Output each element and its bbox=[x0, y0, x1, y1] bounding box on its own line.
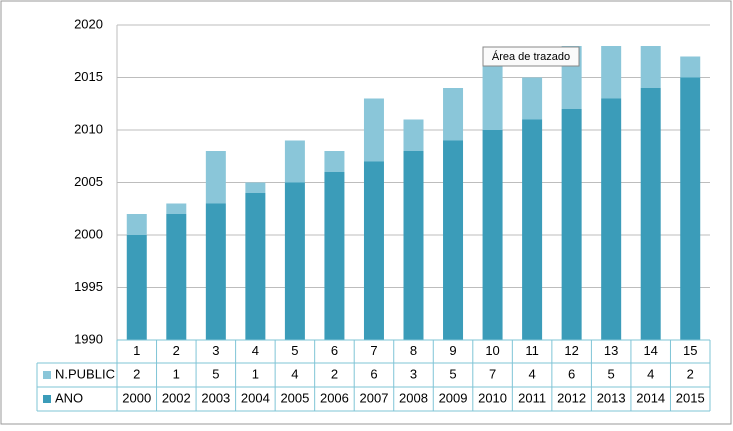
table-value: 2000 bbox=[122, 390, 151, 405]
bar-segment bbox=[482, 56, 503, 130]
x-tick-label: 3 bbox=[212, 343, 219, 358]
table-value: 2006 bbox=[320, 390, 349, 405]
bar-segment bbox=[680, 77, 701, 340]
legend-label: ANO bbox=[55, 390, 83, 405]
table-value: 2007 bbox=[360, 390, 389, 405]
y-tick-label: 1990 bbox=[74, 331, 103, 346]
table-value: 2015 bbox=[676, 390, 705, 405]
table-value: 2008 bbox=[399, 390, 428, 405]
table-value: 3 bbox=[410, 366, 417, 381]
table-value: 2 bbox=[331, 366, 338, 381]
table-value: 2 bbox=[133, 366, 140, 381]
legend-key bbox=[43, 371, 51, 379]
bar-segment bbox=[126, 235, 147, 340]
bar-segment bbox=[403, 151, 424, 340]
bar-segment bbox=[443, 88, 464, 141]
table-value: 4 bbox=[647, 366, 654, 381]
y-tick-label: 2020 bbox=[74, 16, 103, 31]
table-value: 4 bbox=[291, 366, 298, 381]
bar-segment bbox=[680, 56, 701, 78]
table-value: 2014 bbox=[636, 390, 665, 405]
bar-segment bbox=[363, 98, 384, 162]
x-tick-label: 14 bbox=[643, 343, 657, 358]
y-tick-label: 2000 bbox=[74, 226, 103, 241]
y-tick-label: 2005 bbox=[74, 174, 103, 189]
bar-segment bbox=[601, 98, 622, 340]
table-value: 1 bbox=[173, 366, 180, 381]
x-tick-label: 9 bbox=[449, 343, 456, 358]
y-tick-label: 1995 bbox=[74, 279, 103, 294]
bar-segment bbox=[482, 130, 503, 340]
table-value: 6 bbox=[370, 366, 377, 381]
table-value: 2011 bbox=[518, 390, 546, 405]
x-tick-label: 7 bbox=[370, 343, 377, 358]
bar-segment bbox=[284, 140, 305, 183]
table-value: 2 bbox=[687, 366, 694, 381]
bar-segment bbox=[284, 182, 305, 340]
table-value: 6 bbox=[568, 366, 575, 381]
x-tick-label: 4 bbox=[252, 343, 259, 358]
x-tick-label: 6 bbox=[331, 343, 338, 358]
table-value: 2009 bbox=[439, 390, 468, 405]
x-tick-label: 11 bbox=[525, 343, 539, 358]
tooltip-box bbox=[482, 46, 580, 67]
bar-segment bbox=[166, 214, 187, 340]
table-value: 2002 bbox=[162, 390, 191, 405]
bar-segment bbox=[522, 77, 543, 120]
table-value: 4 bbox=[528, 366, 535, 381]
table-value: 5 bbox=[449, 366, 456, 381]
table-value: 5 bbox=[212, 366, 219, 381]
bar-segment bbox=[324, 172, 345, 340]
table-value: 1 bbox=[252, 366, 259, 381]
bar-segment bbox=[245, 193, 266, 340]
y-tick-label: 2010 bbox=[74, 121, 103, 136]
table-value: 2012 bbox=[557, 390, 586, 405]
bar-segment bbox=[640, 88, 661, 340]
x-tick-label: 10 bbox=[485, 343, 499, 358]
bar-segment bbox=[443, 140, 464, 340]
bar-segment bbox=[403, 119, 424, 151]
bar-segment bbox=[245, 182, 266, 193]
bar-segment bbox=[205, 151, 226, 204]
bar-segment bbox=[561, 109, 582, 340]
x-tick-label: 1 bbox=[133, 343, 140, 358]
table-value: 2005 bbox=[280, 390, 309, 405]
table-value: 2003 bbox=[201, 390, 230, 405]
tooltip-text: Área de trazado bbox=[492, 50, 570, 63]
table-value: 5 bbox=[608, 366, 615, 381]
x-tick-label: 15 bbox=[683, 343, 697, 358]
table-value: 7 bbox=[489, 366, 496, 381]
bar-segment bbox=[640, 46, 661, 88]
bar-segment bbox=[126, 214, 147, 235]
legend-label: N.PUBLIC bbox=[55, 366, 115, 381]
bar-segment bbox=[166, 203, 187, 214]
x-tick-label: 2 bbox=[173, 343, 180, 358]
bar-segment bbox=[363, 161, 384, 340]
x-tick-label: 12 bbox=[564, 343, 578, 358]
y-tick-label: 2015 bbox=[74, 69, 103, 84]
table-value: 2010 bbox=[478, 390, 507, 405]
table-value: 2013 bbox=[597, 390, 626, 405]
x-tick-label: 13 bbox=[604, 343, 618, 358]
bar-segment bbox=[522, 119, 543, 340]
legend-key bbox=[43, 395, 51, 403]
bar-segment bbox=[324, 151, 345, 172]
bar-segment bbox=[601, 46, 622, 99]
bar-segment bbox=[205, 203, 226, 340]
x-tick-label: 8 bbox=[410, 343, 417, 358]
table-value: 2004 bbox=[241, 390, 270, 405]
x-tick-label: 5 bbox=[291, 343, 298, 358]
